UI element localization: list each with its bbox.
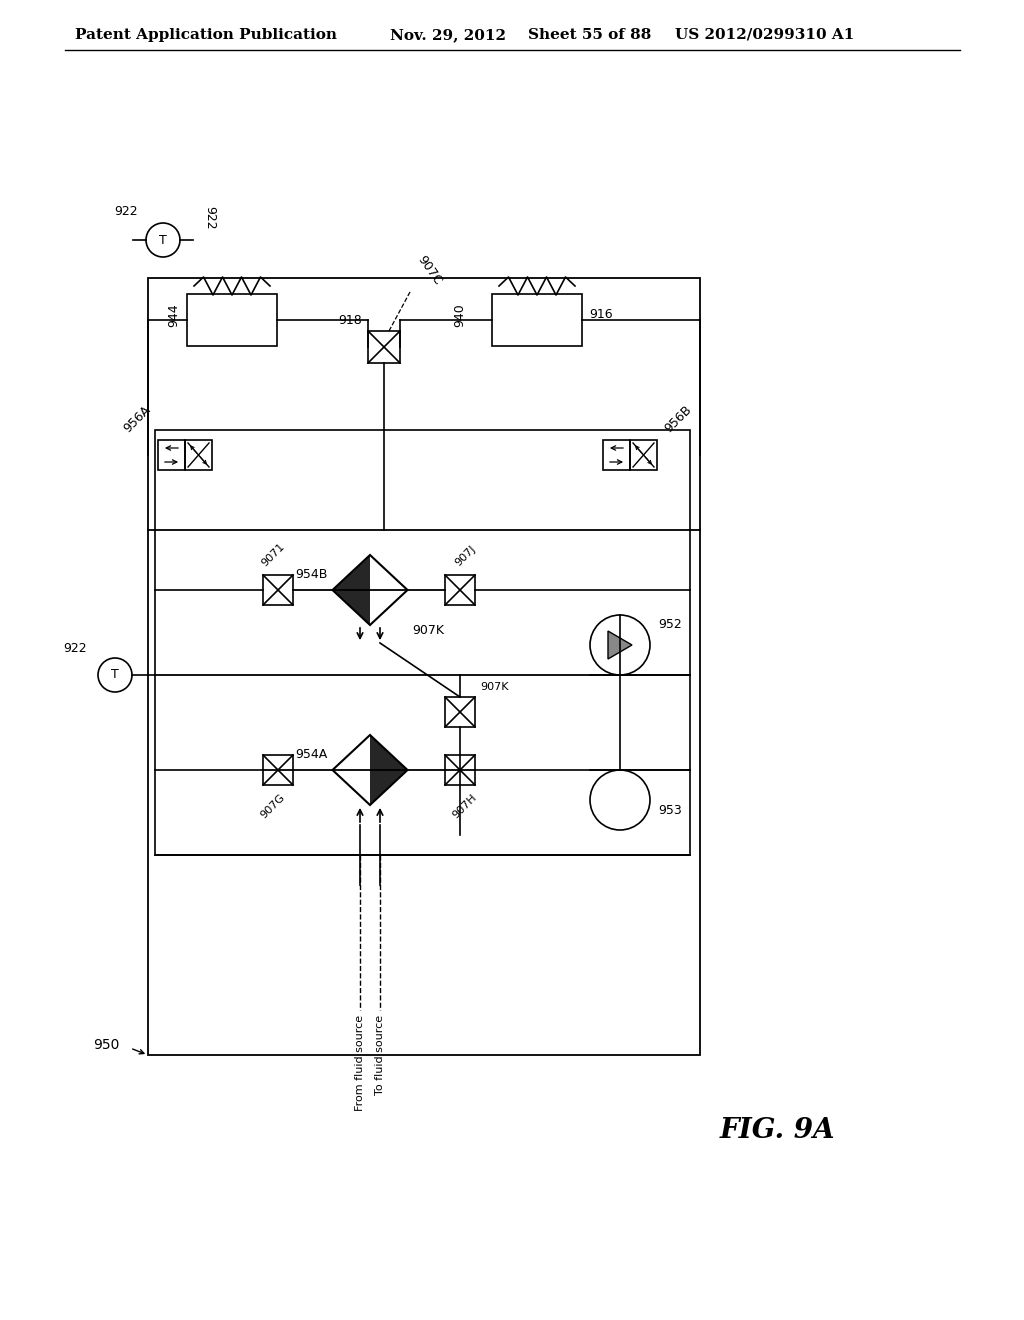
Text: To fluid source: To fluid source	[375, 1015, 385, 1096]
Text: 952: 952	[658, 619, 682, 631]
Text: 907K: 907K	[480, 682, 509, 692]
Bar	[148, 279, 700, 1055]
Polygon shape	[370, 735, 408, 805]
Text: T: T	[112, 668, 119, 681]
Bar	[445, 697, 475, 727]
Text: 953: 953	[658, 804, 682, 817]
Circle shape	[98, 657, 132, 692]
Text: 950: 950	[93, 1038, 120, 1052]
Text: 907G: 907G	[259, 792, 287, 820]
Bar	[445, 755, 475, 785]
Text: Patent Application Publication: Patent Application Publication	[75, 28, 337, 42]
Text: 944: 944	[167, 304, 180, 327]
Bar	[630, 440, 657, 470]
Text: 922: 922	[203, 206, 216, 230]
Text: FIG. 9A: FIG. 9A	[720, 1117, 836, 1143]
Text: Nov. 29, 2012: Nov. 29, 2012	[390, 28, 506, 42]
Bar	[185, 440, 212, 470]
Text: 954A: 954A	[295, 748, 328, 762]
Bar	[492, 294, 582, 346]
Circle shape	[146, 223, 180, 257]
Text: 954B: 954B	[295, 569, 328, 582]
Text: 916: 916	[589, 309, 612, 322]
Text: 907K: 907K	[413, 623, 444, 636]
Text: 907H: 907H	[451, 792, 479, 820]
Text: 9071: 9071	[259, 541, 287, 568]
Text: US 2012/0299310 A1: US 2012/0299310 A1	[675, 28, 854, 42]
Text: 922: 922	[63, 642, 87, 655]
Bar	[603, 440, 630, 470]
Text: Sheet 55 of 88: Sheet 55 of 88	[528, 28, 651, 42]
Bar	[187, 294, 278, 346]
Bar	[155, 430, 690, 855]
Circle shape	[590, 615, 650, 675]
Text: T: T	[159, 234, 167, 247]
Text: From fluid source: From fluid source	[355, 1015, 365, 1111]
Text: 956B: 956B	[662, 403, 694, 436]
Bar	[368, 331, 400, 363]
Polygon shape	[333, 554, 370, 624]
Bar	[445, 576, 475, 605]
Bar	[158, 440, 185, 470]
Text: 907C: 907C	[415, 253, 444, 286]
Circle shape	[590, 770, 650, 830]
Text: 940: 940	[454, 304, 467, 327]
Text: 918: 918	[338, 314, 362, 327]
Text: 956A: 956A	[121, 403, 153, 436]
Polygon shape	[608, 631, 632, 659]
Bar	[263, 755, 293, 785]
Text: 922: 922	[115, 205, 138, 218]
Bar	[263, 576, 293, 605]
Text: 907J: 907J	[453, 544, 477, 568]
